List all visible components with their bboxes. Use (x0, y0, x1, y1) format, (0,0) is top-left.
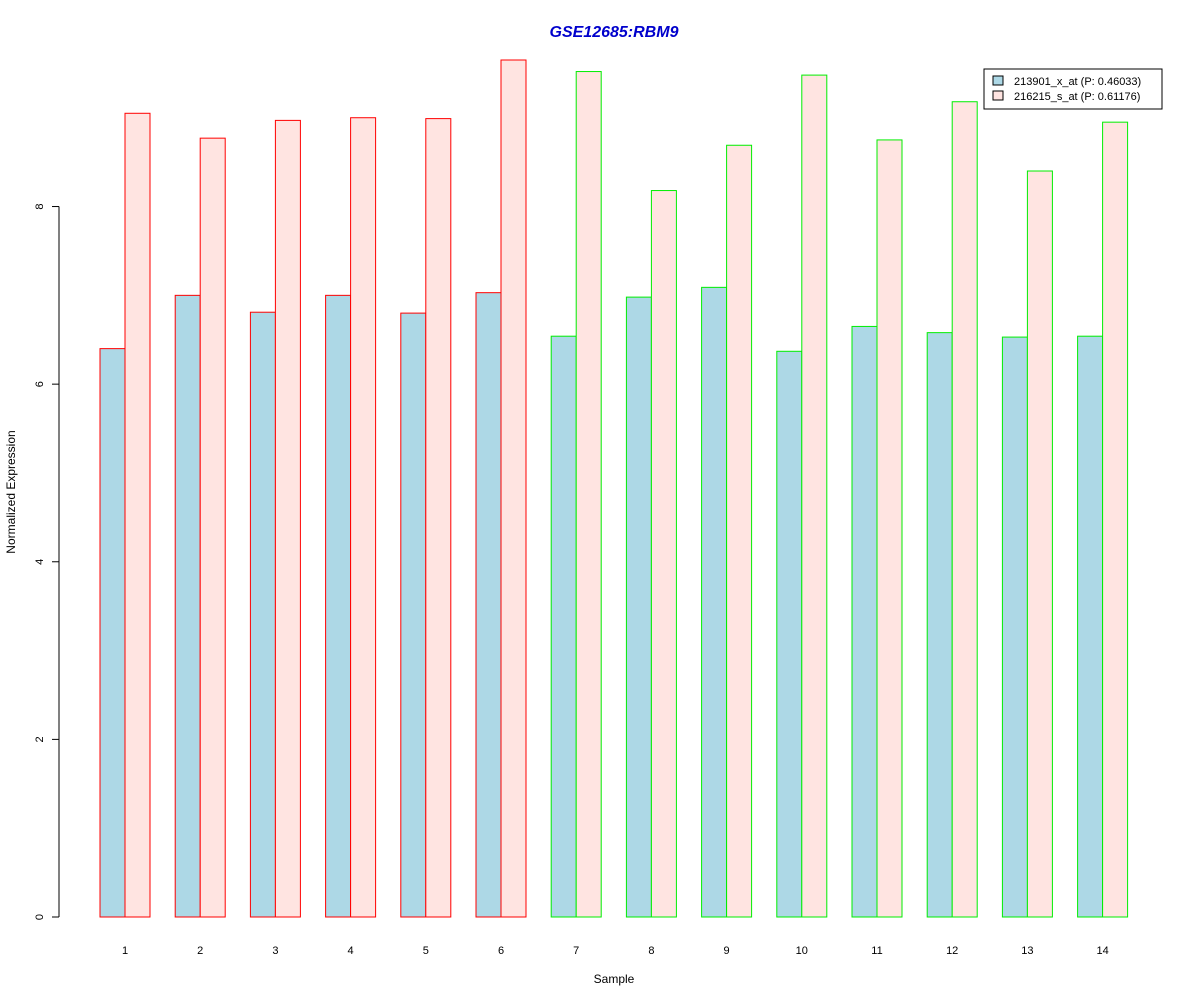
bar-sample-6-series-2 (500, 59, 527, 918)
bar-sample-13-series-2 (1026, 170, 1053, 918)
bar-sample-7-series-2 (575, 71, 602, 918)
bar-sample-12-series-1 (926, 332, 953, 918)
bar-sample-3-series-1 (249, 311, 276, 918)
y-tick-label-0: 0 (34, 914, 46, 920)
y-tick-label-6: 6 (34, 381, 46, 387)
x-tick-label-5: 5 (423, 945, 429, 957)
legend-label-213901-x-at: 213901_x_at (P: 0.46033) (1014, 76, 1141, 88)
legend-label-216215-s-at: 216215_s_at (P: 0.61176) (1014, 91, 1140, 103)
x-tick-label-12: 12 (946, 945, 958, 957)
bar-sample-10-series-2 (801, 74, 828, 918)
x-tick-label-13: 13 (1021, 945, 1033, 957)
x-tick-label-11: 11 (871, 945, 882, 957)
x-tick-label-14: 14 (1096, 945, 1108, 957)
bar-sample-14-series-2 (1102, 121, 1129, 918)
bar-sample-9-series-1 (701, 286, 728, 918)
bar-sample-11-series-2 (876, 139, 903, 918)
x-tick-label-10: 10 (796, 945, 808, 957)
y-tick-label-8: 8 (34, 203, 46, 209)
y-axis: 0 2 4 6 8 (34, 203, 60, 920)
y-axis-label: Normalized Expression (4, 430, 18, 553)
x-tick-label-6: 6 (498, 945, 504, 957)
x-tick-label-1: 1 (122, 945, 128, 957)
bar-sample-1-series-2 (124, 112, 151, 918)
bar-sample-8-series-2 (650, 190, 677, 918)
x-tick-label-7: 7 (573, 945, 579, 957)
bar-sample-8-series-1 (625, 296, 652, 918)
bars-group (99, 59, 1129, 918)
bar-sample-2-series-1 (174, 294, 201, 918)
chart-title: GSE12685:RBM9 (550, 24, 679, 41)
bar-sample-14-series-1 (1077, 335, 1104, 918)
legend-swatch-213901-x-at (992, 75, 1004, 86)
bar-sample-12-series-2 (951, 101, 978, 918)
x-tick-label-8: 8 (648, 945, 654, 957)
bar-sample-2-series-2 (199, 137, 226, 918)
bar-sample-1-series-1 (99, 348, 126, 918)
x-axis-labels: 1 2 3 4 5 6 7 8 9 10 11 12 13 14 (122, 945, 1109, 957)
bar-sample-4-series-1 (325, 294, 352, 918)
y-tick-label-4: 4 (34, 559, 46, 565)
bar-sample-3-series-2 (274, 119, 301, 918)
bar-sample-5-series-2 (425, 118, 452, 918)
legend-box (983, 68, 1163, 110)
bar-sample-9-series-2 (726, 144, 753, 918)
bar-sample-4-series-2 (350, 117, 377, 918)
x-tick-label-3: 3 (272, 945, 278, 957)
bar-sample-6-series-1 (475, 292, 502, 918)
bar-sample-10-series-1 (776, 350, 803, 918)
x-tick-label-2: 2 (197, 945, 203, 957)
legend-swatch-216215-s-at (992, 90, 1004, 101)
x-axis-label: Sample (594, 972, 635, 986)
bar-sample-5-series-1 (400, 312, 427, 918)
bar-sample-11-series-1 (851, 325, 878, 918)
bar-sample-7-series-1 (550, 335, 577, 918)
y-tick-label-2: 2 (34, 736, 46, 742)
x-tick-label-4: 4 (348, 945, 354, 957)
legend: 213901_x_at (P: 0.46033) 216215_s_at (P:… (983, 68, 1163, 110)
x-tick-label-9: 9 (724, 945, 730, 957)
bar-sample-13-series-1 (1001, 336, 1028, 918)
